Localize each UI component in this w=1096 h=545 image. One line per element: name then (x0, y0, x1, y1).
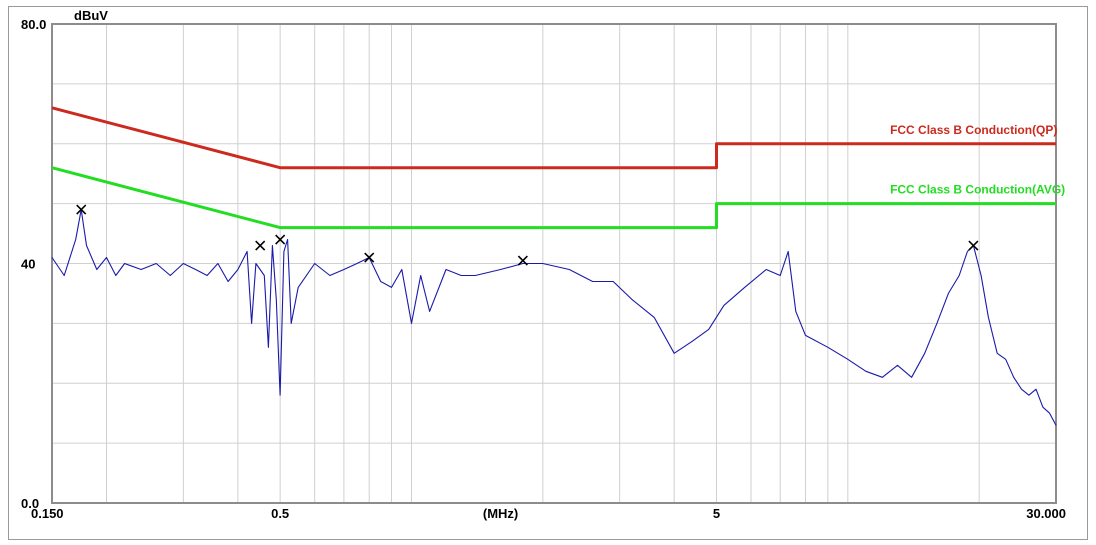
peak-marker-stroke (364, 252, 375, 263)
peak-marker (517, 255, 528, 266)
y-axis-unit: dBuV (74, 8, 108, 23)
limit-line-1 (51, 166, 1056, 230)
y-tick-label: 80.0 (21, 17, 46, 32)
plot-area-border (51, 23, 1057, 504)
peak-marker-stroke (517, 255, 528, 266)
emi-chart: FCC Class B Conduction(QP) FCC Class B Co… (21, 8, 1066, 521)
x-tick-label: 0.150 (31, 506, 64, 521)
peak-marker (255, 240, 266, 251)
series-layer: FCC Class B Conduction(QP) FCC Class B Co… (51, 106, 1065, 426)
peak-marker-stroke (76, 204, 87, 215)
measurement-trace (51, 209, 1057, 426)
limit-label-1: FCC Class B Conduction(AVG) (890, 183, 1065, 197)
peak-marker-stroke (275, 234, 286, 245)
grid (52, 24, 1056, 503)
peak-marker (275, 234, 286, 245)
peak-marker (364, 252, 375, 263)
peak-marker-stroke (968, 240, 979, 251)
peak-marker (968, 240, 979, 251)
limit-label-0: FCC Class B Conduction(QP) (890, 123, 1057, 137)
x-tick-label: 0.5 (271, 506, 289, 521)
chart-frame: FCC Class B Conduction(QP) FCC Class B Co… (8, 6, 1088, 540)
x-tick-label: 5 (713, 506, 720, 521)
x-tick-label: 30.000 (1026, 506, 1066, 521)
peak-markers (76, 204, 979, 266)
x-axis-unit: (MHz) (483, 506, 518, 521)
peak-marker (76, 204, 87, 215)
y-tick-label: 0.0 (21, 496, 39, 511)
y-tick-label: 40 (21, 257, 35, 272)
limit-line-0 (51, 106, 1056, 170)
axis-labels: dBuV (MHz) 80.0 40 0.00.150 0.5 5 30.000 (21, 8, 1066, 521)
peak-marker-stroke (255, 240, 266, 251)
